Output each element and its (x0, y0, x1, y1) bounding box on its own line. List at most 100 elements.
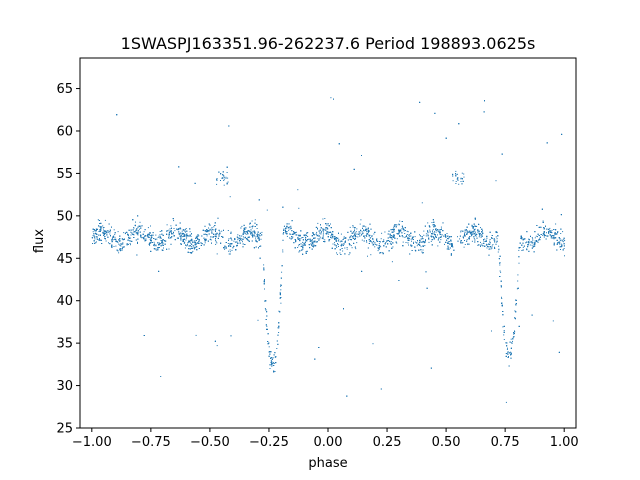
data-point (557, 242, 559, 244)
data-point (216, 345, 218, 347)
data-point (301, 245, 303, 247)
data-point (363, 230, 365, 232)
data-point (361, 231, 363, 233)
data-point (542, 220, 544, 222)
data-point (224, 245, 226, 247)
data-point (345, 237, 347, 239)
data-point (207, 230, 208, 232)
data-point (395, 224, 397, 226)
data-point (489, 248, 490, 250)
data-point (168, 237, 169, 239)
data-point (510, 354, 512, 356)
data-point (324, 241, 326, 243)
data-point (150, 225, 151, 227)
data-point (484, 100, 485, 102)
data-point (543, 233, 545, 235)
data-point (159, 234, 161, 236)
data-point (404, 236, 406, 238)
data-point (143, 231, 145, 233)
data-point (422, 245, 424, 247)
data-point (405, 236, 407, 238)
data-point (223, 184, 225, 186)
data-point (480, 236, 482, 238)
data-point (488, 243, 490, 245)
data-point (416, 245, 418, 247)
data-point (536, 240, 538, 242)
data-point (561, 244, 563, 246)
data-point (560, 249, 561, 250)
data-point (438, 230, 440, 232)
data-point (184, 241, 186, 243)
data-point (243, 236, 244, 238)
data-point (518, 256, 520, 258)
data-point (328, 240, 330, 242)
data-point (129, 243, 131, 244)
data-point (250, 229, 252, 231)
data-point (325, 229, 327, 231)
data-point (230, 245, 232, 247)
data-point (379, 252, 381, 254)
data-point (376, 238, 378, 240)
data-point (241, 239, 243, 241)
data-point (194, 244, 196, 246)
data-point (386, 240, 388, 242)
data-point (521, 250, 523, 251)
data-point (516, 288, 518, 290)
data-point (226, 172, 228, 173)
data-point (93, 240, 95, 242)
data-point (532, 238, 534, 240)
data-point (198, 240, 200, 242)
data-point (251, 220, 253, 222)
data-point (98, 234, 100, 236)
data-point (539, 226, 541, 228)
data-point (529, 241, 531, 243)
data-point (346, 248, 348, 250)
data-point (366, 241, 368, 243)
data-point (471, 240, 473, 242)
data-point (211, 228, 213, 230)
data-point (433, 226, 435, 228)
data-point (150, 235, 152, 237)
data-point (365, 229, 367, 231)
data-point (366, 240, 367, 242)
data-point (132, 234, 134, 235)
data-point (216, 242, 218, 244)
data-point (393, 225, 395, 227)
data-point (211, 227, 213, 228)
data-point (217, 217, 219, 219)
data-point (108, 231, 110, 233)
data-point (532, 239, 534, 241)
data-point (437, 239, 439, 241)
data-point (534, 245, 536, 247)
data-point (391, 261, 393, 263)
data-point (186, 235, 188, 237)
data-point (478, 233, 480, 235)
data-point (407, 239, 409, 241)
data-point (435, 235, 437, 237)
data-point (95, 241, 97, 243)
data-point (140, 227, 142, 229)
data-point (337, 243, 338, 245)
data-point (491, 330, 492, 332)
data-point (92, 231, 94, 233)
data-point (136, 231, 138, 233)
data-point (462, 236, 464, 238)
data-point (517, 274, 519, 276)
data-point (368, 231, 369, 233)
data-point (507, 353, 509, 355)
data-point (242, 232, 244, 234)
data-point (196, 237, 198, 238)
data-point (181, 230, 183, 232)
data-point (316, 231, 318, 233)
data-point (102, 225, 104, 227)
data-point (427, 232, 429, 233)
data-point (559, 241, 561, 243)
data-point (306, 235, 308, 237)
data-point (122, 243, 124, 245)
data-point (196, 246, 198, 248)
data-point (463, 176, 465, 178)
data-point (469, 232, 471, 234)
data-point (216, 253, 218, 255)
data-point (339, 241, 341, 243)
data-point (286, 227, 288, 229)
